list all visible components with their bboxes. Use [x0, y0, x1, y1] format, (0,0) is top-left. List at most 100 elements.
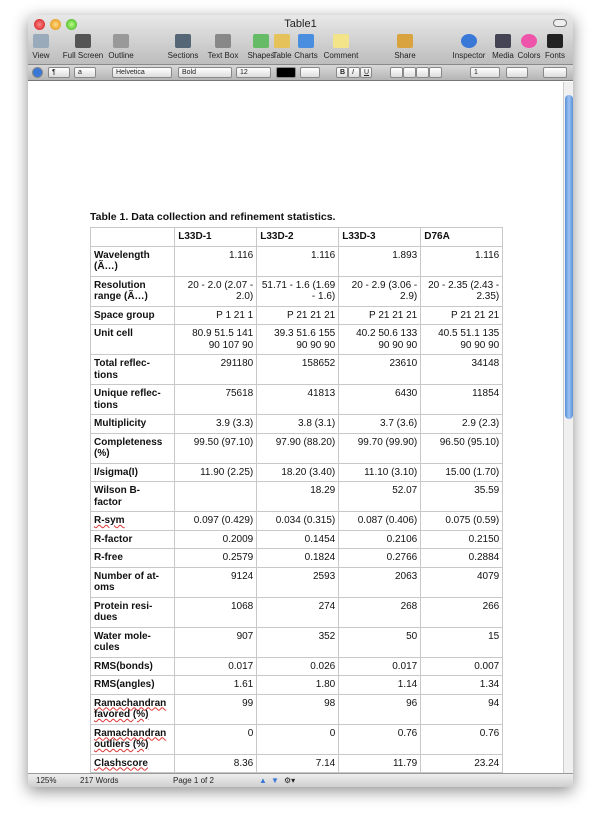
row-label[interactable]: Ramachandran outliers (%) — [89, 723, 176, 755]
table-cell[interactable]: 291180 — [174, 354, 258, 385]
table-cell[interactable]: 268 — [338, 596, 422, 628]
minimize-button[interactable] — [50, 19, 61, 30]
justify-button[interactable] — [429, 67, 442, 78]
row-label[interactable]: I/sigma(I) — [89, 462, 176, 482]
table-cell[interactable]: 4079 — [420, 566, 504, 598]
row-label[interactable]: RMS(bonds) — [89, 656, 176, 676]
table-cell[interactable]: 96 — [338, 693, 422, 725]
toolbar-toggle-button[interactable] — [553, 19, 567, 27]
toolbar-sections-button[interactable]: Sections — [168, 34, 198, 60]
table-cell[interactable]: 52.07 — [338, 481, 422, 512]
font-size-field[interactable]: 12 — [236, 67, 271, 78]
table-cell[interactable]: 80.9 51.5 141 90 107 90 — [174, 324, 258, 355]
table-cell[interactable]: 1.893 — [338, 245, 422, 277]
table-cell[interactable]: 1.61 — [174, 675, 258, 695]
row-label[interactable]: Multiplicity — [89, 414, 176, 434]
table-cell[interactable]: 0.76 — [338, 723, 422, 755]
table-cell[interactable]: 0.2106 — [338, 529, 422, 549]
document-page[interactable]: Table 1. Data collection and refinement … — [28, 82, 563, 773]
toolbar-share-button[interactable]: Share — [392, 34, 418, 60]
table-cell[interactable]: 99.70 (99.90) — [338, 432, 422, 464]
table-cell[interactable]: 8.36 — [174, 753, 258, 773]
row-label[interactable]: Number of at-oms — [89, 566, 176, 598]
table-cell[interactable]: 97.90 (88.20) — [256, 432, 340, 464]
table-cell[interactable]: 0.76 — [420, 723, 504, 755]
styles-drawer-icon[interactable] — [32, 67, 43, 78]
align-center-button[interactable] — [403, 67, 416, 78]
table-cell[interactable]: 1.116 — [256, 245, 340, 277]
previous-page-icon[interactable]: ▲ — [259, 776, 267, 785]
table-cell[interactable]: 18.20 (3.40) — [256, 462, 340, 482]
row-label[interactable]: Total reflec-tions — [89, 354, 176, 385]
table-cell[interactable]: 266 — [420, 596, 504, 628]
toolbar-shapes-button[interactable]: Shapes — [247, 34, 275, 60]
row-label[interactable]: Wavelength (Ã…) — [89, 245, 176, 277]
row-label[interactable]: RMS(angles) — [89, 675, 176, 695]
close-button[interactable] — [34, 19, 45, 30]
table-cell[interactable]: 11.79 — [338, 753, 422, 773]
vertical-scrollbar[interactable] — [563, 82, 573, 773]
table-cell[interactable]: 907 — [174, 626, 258, 658]
column-header[interactable]: D76A — [420, 227, 504, 247]
italic-button[interactable]: I — [348, 67, 360, 78]
table-cell[interactable]: 2063 — [338, 566, 422, 598]
zoom-button[interactable] — [66, 19, 77, 30]
table-cell[interactable]: 2593 — [256, 566, 340, 598]
typeface-select[interactable]: Bold — [178, 67, 232, 78]
row-label[interactable]: Unique reflec-tions — [89, 384, 176, 415]
row-label[interactable]: Protein resi-dues — [89, 596, 176, 628]
table-cell[interactable]: 2.9 (2.3) — [420, 414, 504, 434]
table-cell[interactable]: 11.90 (2.25) — [174, 462, 258, 482]
table-cell[interactable]: 0.2150 — [420, 529, 504, 549]
highlight-color-well[interactable] — [300, 67, 320, 78]
table-cell[interactable]: 0.026 — [256, 656, 340, 676]
table-cell[interactable]: P 21 21 21 — [420, 305, 504, 325]
row-label[interactable]: Unit cell — [89, 324, 176, 355]
table-cell[interactable]: 98 — [256, 693, 340, 725]
row-label[interactable]: Completeness (%) — [89, 432, 176, 464]
table-cell[interactable]: 35.59 — [420, 481, 504, 512]
row-label[interactable]: Clashscore — [89, 753, 176, 773]
column-header[interactable]: L33D-1 — [174, 227, 258, 247]
table-cell[interactable]: 6430 — [338, 384, 422, 415]
table-cell[interactable]: 0 — [174, 723, 258, 755]
table-cell[interactable]: 0.017 — [338, 656, 422, 676]
line-spacing-select[interactable]: 1 — [470, 67, 500, 78]
row-label[interactable]: Water mole-cules — [89, 626, 176, 658]
table-cell[interactable]: 1.80 — [256, 675, 340, 695]
table-cell[interactable]: 99.50 (97.10) — [174, 432, 258, 464]
table-cell[interactable]: 18.29 — [256, 481, 340, 512]
bold-button[interactable]: B — [336, 67, 348, 78]
align-left-button[interactable] — [390, 67, 403, 78]
table-cell[interactable]: 0.017 — [174, 656, 258, 676]
row-label[interactable]: R-free — [89, 548, 176, 568]
table-cell[interactable]: 0.087 (0.406) — [338, 511, 422, 531]
table-cell[interactable]: 50 — [338, 626, 422, 658]
column-header[interactable]: L33D-2 — [256, 227, 340, 247]
table-cell[interactable]: 0.075 (0.59) — [420, 511, 504, 531]
columns-select[interactable] — [506, 67, 528, 78]
table-cell[interactable]: 40.5 51.1 135 90 90 90 — [420, 324, 504, 355]
table-cell[interactable]: 41813 — [256, 384, 340, 415]
toolbar-view-button[interactable]: View — [28, 34, 54, 60]
row-label[interactable]: R-sym — [89, 511, 176, 531]
table-cell[interactable]: 11854 — [420, 384, 504, 415]
table-cell[interactable]: 9124 — [174, 566, 258, 598]
table-cell[interactable]: 0.2766 — [338, 548, 422, 568]
character-style-select[interactable]: a — [74, 67, 96, 78]
table-cell[interactable]: 1.116 — [174, 245, 258, 277]
table-cell[interactable]: 0.1454 — [256, 529, 340, 549]
table-cell[interactable] — [174, 481, 258, 512]
table-cell[interactable]: 352 — [256, 626, 340, 658]
table-cell[interactable]: 0.034 (0.315) — [256, 511, 340, 531]
table-cell[interactable]: 158652 — [256, 354, 340, 385]
table-cell[interactable]: 3.7 (3.6) — [338, 414, 422, 434]
table-cell[interactable]: 1068 — [174, 596, 258, 628]
table-cell[interactable]: 1.34 — [420, 675, 504, 695]
table-cell[interactable]: 99 — [174, 693, 258, 725]
toolbar-outline-button[interactable]: Outline — [108, 34, 134, 60]
table-cell[interactable]: 15.00 (1.70) — [420, 462, 504, 482]
row-label[interactable]: Wilson B-factor — [89, 481, 176, 512]
toolbar-text-box-button[interactable]: Text Box — [208, 34, 238, 60]
statistics-table[interactable]: L33D-1 L33D-2 L33D-3 D76A Wavelength (Ã…) 1.1… — [89, 227, 504, 773]
